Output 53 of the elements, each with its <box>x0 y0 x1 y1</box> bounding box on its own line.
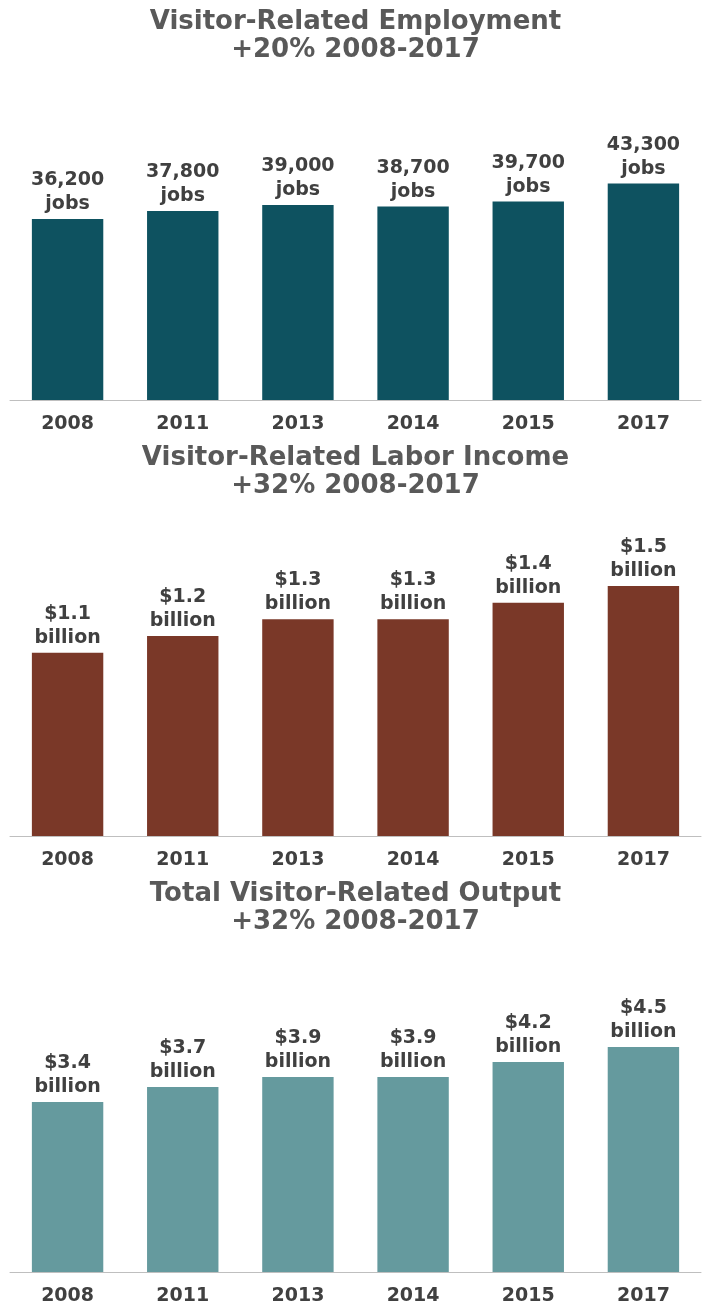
bar <box>607 586 680 836</box>
x-tick-label: 2008 <box>41 1282 95 1305</box>
data-label: $4.5 billion <box>610 995 677 1041</box>
x-tick-label: 2014 <box>386 410 440 433</box>
bar <box>147 1087 219 1272</box>
x-tick-label: 2014 <box>386 846 440 869</box>
data-label: $1.3 billion <box>264 567 332 614</box>
x-tick-label: 2011 <box>156 846 210 869</box>
data-label: $3.7 billion <box>149 1035 216 1081</box>
x-tick-label: 2011 <box>156 410 210 433</box>
data-label: 38,700 jobs <box>376 154 450 201</box>
x-tick-label: 2011 <box>156 1282 210 1305</box>
data-label: $4.2 billion <box>495 1010 562 1056</box>
x-tick-label: 2013 <box>271 410 325 433</box>
data-label: 39,700 jobs <box>491 149 565 196</box>
x-tick-label: 2013 <box>271 1282 325 1305</box>
bar <box>262 619 334 836</box>
chart-subtitle: +32% 2008-2017 <box>231 905 480 935</box>
bar <box>607 1047 680 1272</box>
data-label: 43,300 jobs <box>606 131 681 178</box>
data-label: 36,200 jobs <box>30 167 105 213</box>
data-label: 39,000 jobs <box>261 153 335 199</box>
x-tick-label: 2015 <box>501 1282 555 1305</box>
data-label: $1.5 billion <box>610 534 677 580</box>
bar <box>147 636 219 836</box>
bar <box>492 1062 564 1272</box>
bar <box>262 1077 334 1272</box>
x-tick-label: 2017 <box>616 1282 670 1305</box>
data-label: $3.9 billion <box>379 1025 447 1071</box>
x-tick-label: 2017 <box>616 410 670 433</box>
chart-title: Visitor-Related Employment <box>149 5 562 35</box>
data-label: $1.1 billion <box>34 600 101 647</box>
chart-subtitle: +32% 2008-2017 <box>231 469 480 499</box>
bar <box>377 1077 449 1272</box>
data-label: 37,800 jobs <box>146 159 220 205</box>
bar <box>492 602 564 836</box>
chart-title: Visitor-Related Labor Income <box>141 441 570 471</box>
data-label: $3.4 billion <box>34 1050 101 1096</box>
x-tick-label: 2017 <box>616 846 670 869</box>
x-tick-label: 2015 <box>501 410 555 433</box>
data-label: $1.4 billion <box>495 550 562 597</box>
bar <box>31 652 104 836</box>
x-tick-label: 2008 <box>41 410 95 433</box>
bar <box>31 1102 104 1272</box>
chart-title: Total Visitor-Related Output <box>149 877 562 907</box>
x-tick-label: 2013 <box>271 846 325 869</box>
data-label: $1.3 billion <box>379 567 447 614</box>
x-tick-label: 2008 <box>41 846 95 869</box>
data-label: $1.2 billion <box>149 584 216 630</box>
bar <box>377 619 449 836</box>
x-tick-label: 2015 <box>501 846 555 869</box>
x-tick-label: 2014 <box>386 1282 440 1305</box>
data-label: $3.9 billion <box>264 1025 332 1071</box>
